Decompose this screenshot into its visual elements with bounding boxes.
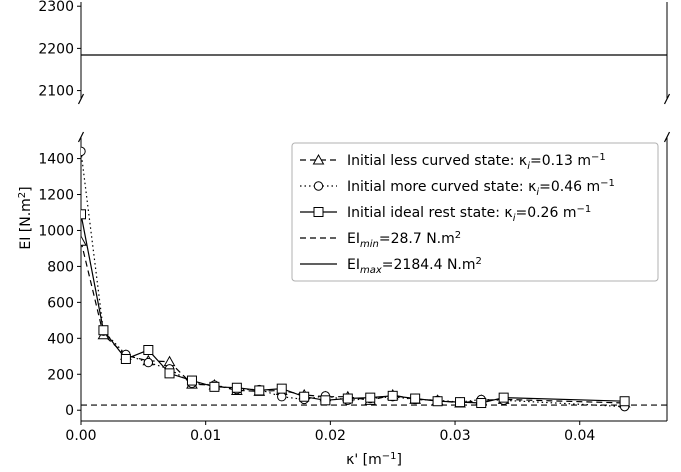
x-tick-label: 0.02 [315, 428, 346, 444]
legend: Initial less curved state: κi=0.13 m−1 In… [291, 142, 659, 282]
data-point-ideal [209, 381, 220, 392]
data-point-ideal [342, 393, 353, 404]
data-point-ideal [432, 396, 443, 407]
y-tick-label-bottom: 400 [47, 331, 74, 347]
data-point-ideal [320, 395, 331, 406]
data-point-ideal [276, 383, 287, 394]
y-tick-label-bottom: 1200 [38, 188, 74, 204]
axis-break-mark [663, 131, 671, 143]
y-tick-label-bottom: 1400 [38, 152, 74, 168]
series-ideal [81, 209, 630, 409]
x-tick-label: 0.00 [65, 428, 96, 444]
data-point-ideal [81, 209, 86, 220]
x-tick-label: 0.01 [190, 428, 221, 444]
y-tick-label-bottom: 600 [47, 295, 74, 311]
x-axis-label: κ' [m−1] [346, 451, 402, 468]
y-axis-label: EI [N.m2] [17, 186, 34, 249]
data-point-ideal [410, 393, 421, 404]
y-tick-label-bottom: 800 [47, 259, 74, 275]
top-axes-panel: 2100 2200 2300 [38, 0, 668, 100]
y-tick-label-bottom: 1000 [38, 223, 74, 239]
axis-break-marks [77, 93, 671, 143]
y-tick-label-top: 2300 [38, 0, 74, 15]
legend-label-min: EImin=28.7 N.m2 [347, 230, 461, 250]
axis-break-mark [663, 93, 671, 105]
data-point-ideal [476, 398, 487, 409]
data-point-ideal [455, 397, 466, 408]
legend-marker-more [313, 181, 324, 191]
data-point-less [81, 235, 87, 246]
data-point-ideal [120, 353, 131, 364]
legend-label-less: Initial less curved state: κi=0.13 m−1 [347, 152, 606, 172]
legend-marker-ideal [313, 207, 324, 217]
data-point-more [81, 146, 86, 157]
data-point-ideal [619, 396, 630, 407]
bottom-axes-panel: 0 200 400 600 800 1000 1200 1400 0.00 0.01 0.02 0.0… [38, 137, 668, 444]
data-point-ideal [365, 392, 376, 403]
legend-box [291, 142, 659, 282]
data-point-more [277, 392, 287, 402]
data-point-ideal [498, 392, 509, 403]
y-tick-label-bottom: 0 [65, 403, 74, 419]
legend-label-more: Initial more curved state: κi=0.46 m−1 [347, 178, 615, 198]
axis-break-mark [77, 131, 85, 143]
x-tick-label: 0.03 [439, 428, 470, 444]
y-tick-label-bottom: 200 [47, 367, 74, 383]
axis-break-mark [77, 93, 85, 105]
y-tick-label-top: 2200 [38, 41, 74, 57]
data-point-ideal [231, 382, 242, 393]
legend-label-ideal: Initial ideal rest state: κi=0.26 m−1 [347, 204, 591, 224]
data-point-ideal [299, 391, 310, 402]
y-tick-label-top: 2100 [38, 84, 74, 100]
data-point-ideal [387, 390, 398, 401]
legend-marker-less [312, 153, 325, 165]
data-point-more [143, 357, 154, 368]
data-point-ideal [143, 345, 154, 355]
data-point-ideal [164, 368, 175, 379]
data-point-ideal [254, 385, 265, 396]
data-point-ideal [186, 375, 197, 386]
data-point-ideal [98, 325, 109, 336]
legend-label-max: EImax=2184.4 N.m2 [347, 256, 482, 276]
x-tick-label: 0.04 [564, 428, 595, 444]
